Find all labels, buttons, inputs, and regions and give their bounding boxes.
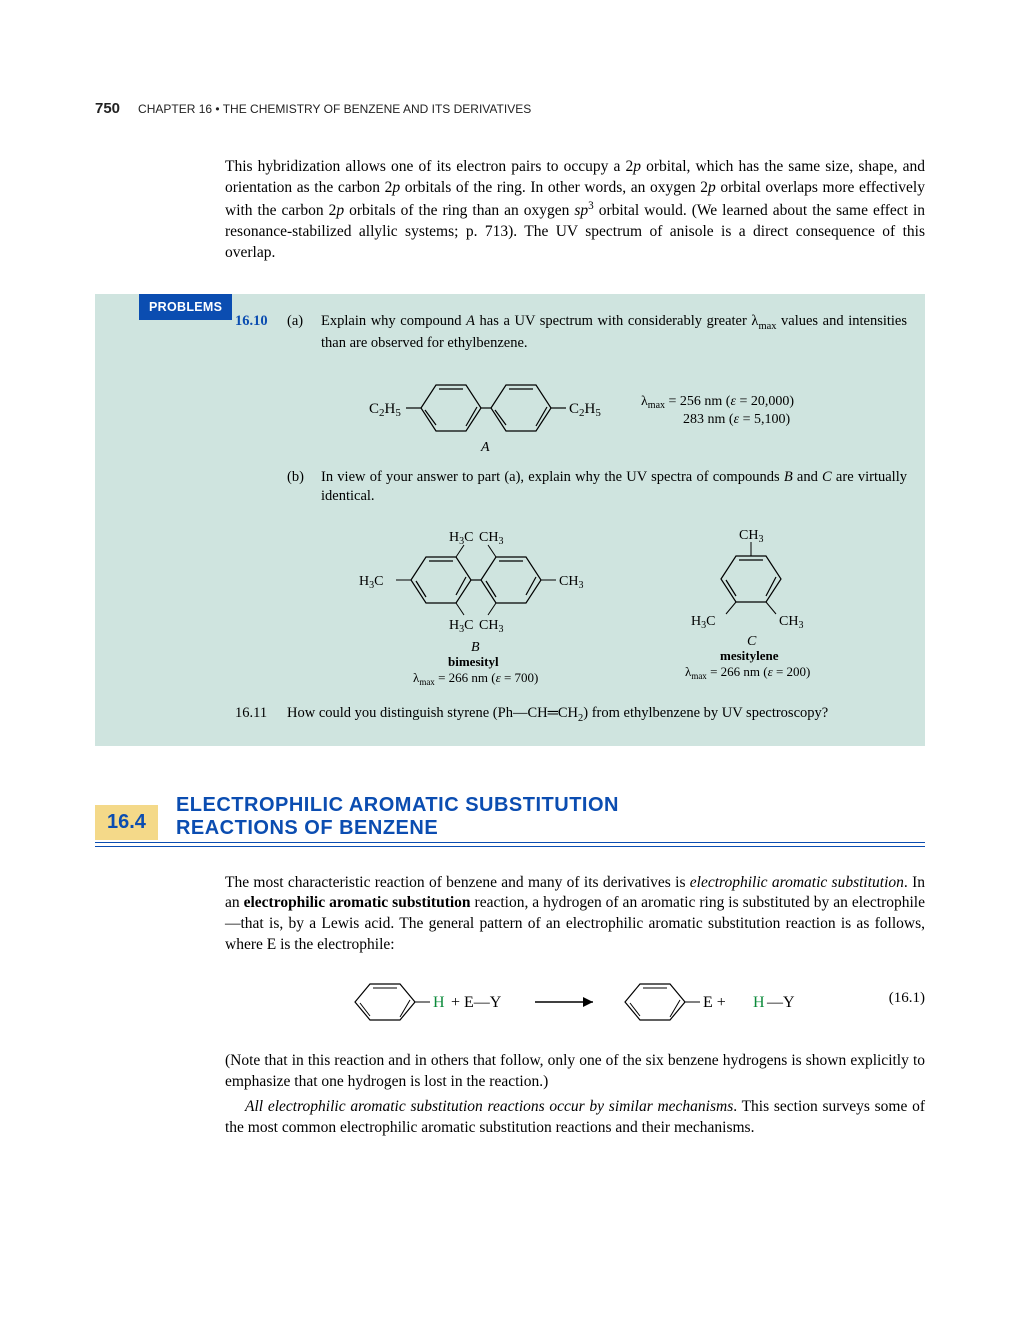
section-title-line2: REACTIONS OF BENZENE (176, 817, 619, 840)
section-title-line1: ELECTROPHILIC AROMATIC SUBSTITUTION (176, 794, 619, 817)
svg-text:bimesityl: bimesityl (448, 654, 499, 669)
page: 750 CHAPTER 16 • THE CHEMISTRY OF BENZEN… (0, 0, 1020, 1203)
eas-equation-svg: H + E—Y E + H —Y (315, 974, 835, 1030)
svg-text:H3C: H3C (449, 618, 473, 635)
problem-16-11-text: How could you distinguish styrene (Ph—CH… (287, 704, 907, 726)
biphenyl-svg: C2H5 C2H5 A λmax = 256 nm (ε = 20,000) 2… (311, 363, 831, 453)
bimesityl-mesitylene-svg: H3C CH3 H3C CH3 H3C CH3 B bimesityl λmax… (291, 517, 851, 687)
svg-text:CH3: CH3 (779, 614, 803, 631)
section-number-badge: 16.4 (95, 805, 158, 840)
svg-text:H3C: H3C (691, 614, 715, 631)
svg-text:mesitylene: mesitylene (720, 648, 779, 663)
svg-text:H: H (753, 994, 765, 1011)
svg-text:E +: E + (703, 994, 726, 1011)
problem-16-10-b: (b) In view of your answer to part (a), … (235, 468, 907, 507)
svg-text:H3C: H3C (449, 530, 473, 547)
intro-paragraph: This hybridization allows one of its ele… (225, 157, 925, 264)
svg-text:CH3: CH3 (479, 618, 503, 635)
section-title: ELECTROPHILIC AROMATIC SUBSTITUTION REAC… (176, 794, 619, 840)
problem-16-10: 16.10 (a) Explain why compound A has a U… (235, 312, 907, 354)
svg-text:C: C (747, 634, 757, 649)
chapter-title: CHAPTER 16 • THE CHEMISTRY OF BENZENE AN… (138, 102, 531, 116)
problems-badge: PROBLEMS (139, 294, 232, 320)
problem-16-11: 16.11 How could you distinguish styrene … (235, 704, 907, 726)
svg-text:C2H5: C2H5 (369, 401, 401, 419)
problem-number: 16.11 (235, 704, 277, 726)
problems-box: PROBLEMS 16.10 (a) Explain why compound … (95, 294, 925, 746)
section-p1: The most characteristic reaction of benz… (225, 873, 925, 957)
problems-content: 16.10 (a) Explain why compound A has a U… (235, 294, 907, 726)
svg-text:λmax = 266 nm (ε = 200): λmax = 266 nm (ε = 200) (685, 664, 810, 681)
problem-part-b-text: In view of your answer to part (a), expl… (321, 468, 907, 507)
running-header: 750 CHAPTER 16 • THE CHEMISTRY OF BENZEN… (95, 100, 925, 117)
equation-number: (16.1) (889, 988, 925, 1008)
page-number: 750 (95, 100, 120, 117)
problem-number: 16.10 (235, 312, 277, 354)
section-rule (95, 842, 925, 847)
section-16-4-header: 16.4 ELECTROPHILIC AROMATIC SUBSTITUTION… (95, 794, 925, 840)
section-body: The most characteristic reaction of benz… (225, 873, 925, 1139)
svg-text:CH3: CH3 (559, 574, 583, 591)
problem-part-b-label: (b) (287, 468, 311, 507)
svg-text:λmax = 266 nm (ε = 700): λmax = 266 nm (ε = 700) (413, 670, 538, 687)
problem-part-a-label: (a) (287, 312, 311, 354)
compounds-bc-diagram: H3C CH3 H3C CH3 H3C CH3 B bimesityl λmax… (235, 517, 907, 694)
compound-a-diagram: C2H5 C2H5 A λmax = 256 nm (ε = 20,000) 2… (235, 363, 907, 460)
section-p2: (Note that in this reaction and in other… (225, 1051, 925, 1093)
svg-text:λmax = 256 nm (ε = 20,000): λmax = 256 nm (ε = 20,000) (641, 394, 794, 411)
section-p3: All electrophilic aromatic substitution … (225, 1097, 925, 1139)
svg-text:—Y: —Y (766, 994, 795, 1011)
svg-text:A: A (480, 440, 490, 453)
svg-text:H3C: H3C (359, 574, 383, 591)
svg-text:C2H5: C2H5 (569, 401, 601, 419)
svg-text:CH3: CH3 (739, 528, 763, 545)
svg-text:+ E—Y: + E—Y (451, 994, 502, 1011)
problem-part-a-text: Explain why compound A has a UV spectrum… (321, 312, 907, 354)
svg-text:B: B (471, 640, 480, 655)
svg-text:H: H (433, 994, 445, 1011)
equation-16-1: H + E—Y E + H —Y (16.1) (225, 974, 925, 1037)
svg-text:CH3: CH3 (479, 530, 503, 547)
svg-text:283 nm (ε = 5,100): 283 nm (ε = 5,100) (683, 412, 790, 427)
